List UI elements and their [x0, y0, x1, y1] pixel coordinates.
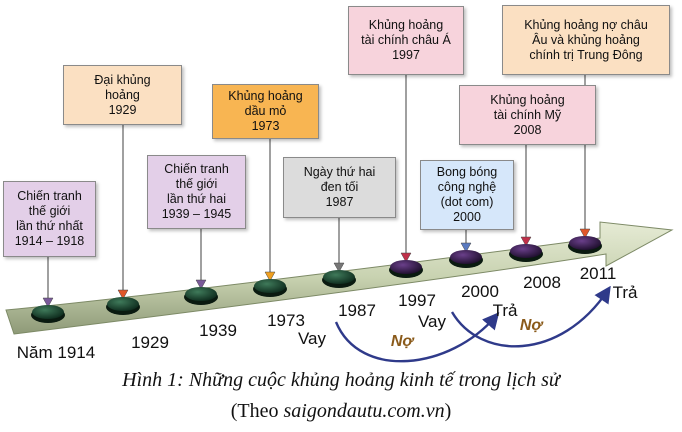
event-pointer	[195, 279, 207, 290]
debt-arc-arrow	[334, 312, 500, 363]
event-box-line: Chiến tranh	[17, 189, 82, 203]
event-box: Khủng hoảng dầu mỏ 1973	[212, 84, 319, 139]
event-box-line: tài chính châu Á	[361, 33, 451, 47]
marker-disc	[107, 297, 139, 311]
event-box-line: đen tối	[320, 180, 359, 194]
repay-label: Trả	[493, 301, 518, 320]
event-box-line: 1997	[392, 48, 420, 62]
event-box: Ngày thứ hai đen tối 1987	[283, 157, 396, 218]
marker-disc	[450, 250, 482, 264]
event-box-line: Đại khủng	[94, 72, 151, 87]
axis-year-label: 1939	[199, 321, 237, 340]
axis-labels: Năm 1914 1929 1939 1973 1987 1997 2000 2008 2011	[17, 264, 617, 362]
marker-disc	[510, 244, 542, 258]
marker-disc	[390, 260, 422, 274]
event-box-line: Khủng hoảng	[228, 89, 303, 103]
axis-year-label: 1973	[267, 311, 305, 330]
figure-source: (Theo saigondautu.com.vn)	[0, 400, 682, 423]
event-box: Khủng hoảng nợ châu Âu và khủng hoảng chín…	[502, 5, 670, 75]
source-site: saigondautu.com.vn	[283, 400, 445, 422]
event-box-line: thế giới	[175, 177, 218, 191]
figure-caption: Hình 1: Những cuộc khủng hoảng kinh tế t…	[122, 369, 560, 391]
borrow-label: Vay	[418, 312, 447, 331]
event-box-line: Bong bóng	[436, 165, 498, 179]
marker-disc	[569, 236, 601, 250]
debt-arc-arrow	[450, 285, 611, 348]
debt-label: Nợ	[520, 317, 545, 334]
event-box-line: Âu và khủng hoảng	[532, 32, 640, 47]
axis-year-label: 1987	[338, 301, 376, 320]
event-box-line: Khủng hoảng nợ châu	[524, 17, 648, 32]
marker-disc	[32, 305, 64, 319]
borrow-label: Vay	[298, 329, 327, 348]
event-box-line: 2008	[513, 122, 542, 137]
event-box-line: dầu mỏ	[244, 104, 287, 118]
event-box: Bong bóng công nghệ (dot com) 2000	[420, 160, 514, 230]
event-box: Chiến tranh thế giới lần thứ hai 1939 – 194…	[147, 155, 246, 229]
event-pointer	[264, 271, 276, 282]
marker-disc	[254, 279, 286, 293]
marker-disc	[185, 287, 217, 301]
event-box-line: chính trị Trung Đông	[529, 47, 643, 62]
event-box-line: 1939 – 1945	[161, 207, 232, 221]
axis-year-label: 1929	[131, 333, 169, 352]
event-box-line: lần thứ hai	[166, 192, 227, 206]
event-box: Chiến tranh thế giới lần thứ nhất 1914 – 19…	[3, 181, 96, 257]
event-box-line: lần thứ nhất	[16, 219, 83, 233]
event-box-line: Ngày thứ hai	[303, 165, 376, 179]
axis-year-label: 2011	[580, 264, 617, 283]
event-pointer	[42, 297, 54, 308]
event-box: Khủng hoảng tài chính châu Á 1997	[348, 6, 464, 75]
event-pointer	[520, 236, 532, 247]
event-box-line: công nghệ	[437, 180, 497, 194]
event-box-line: (dot com)	[440, 195, 494, 209]
event-box-line: 2000	[453, 210, 481, 224]
event-box-line: 1914 – 1918	[14, 234, 85, 248]
repay-label: Trả	[613, 283, 638, 302]
event-box-line: Khủng hoảng	[368, 18, 444, 32]
event-box: Khủng hoảng tài chính Mỹ 2008	[459, 85, 596, 145]
event-box-line: hoảng	[105, 87, 140, 102]
event-box-line: 1929	[108, 102, 137, 117]
axis-year-label: Năm 1914	[17, 343, 95, 362]
event-pointer	[400, 252, 412, 263]
event-box-line: thế giới	[28, 204, 71, 218]
event-box-line: 1973	[251, 119, 280, 133]
event-pointer	[579, 228, 591, 239]
axis-year-label: 1997	[398, 291, 436, 310]
timeline-markers	[31, 236, 602, 323]
event-pointer	[460, 242, 472, 253]
source-prefix: (Theo	[230, 400, 284, 422]
debt-label: Nợ	[391, 333, 416, 350]
event-box-line: tài chính Mỹ	[493, 107, 562, 122]
marker-disc	[323, 270, 355, 284]
event-connectors	[42, 75, 591, 308]
source-suffix: )	[444, 400, 452, 422]
event-box: Đại khủng hoảng 1929	[63, 65, 182, 125]
axis-year-label: 2008	[523, 273, 561, 292]
event-pointer	[117, 289, 129, 300]
event-box-line: Chiến tranh	[164, 162, 229, 176]
axis-year-label: 2000	[461, 282, 499, 301]
event-box-line: Khủng hoảng	[490, 92, 565, 107]
event-pointer	[333, 262, 345, 273]
event-box-line: 1987	[325, 195, 354, 209]
